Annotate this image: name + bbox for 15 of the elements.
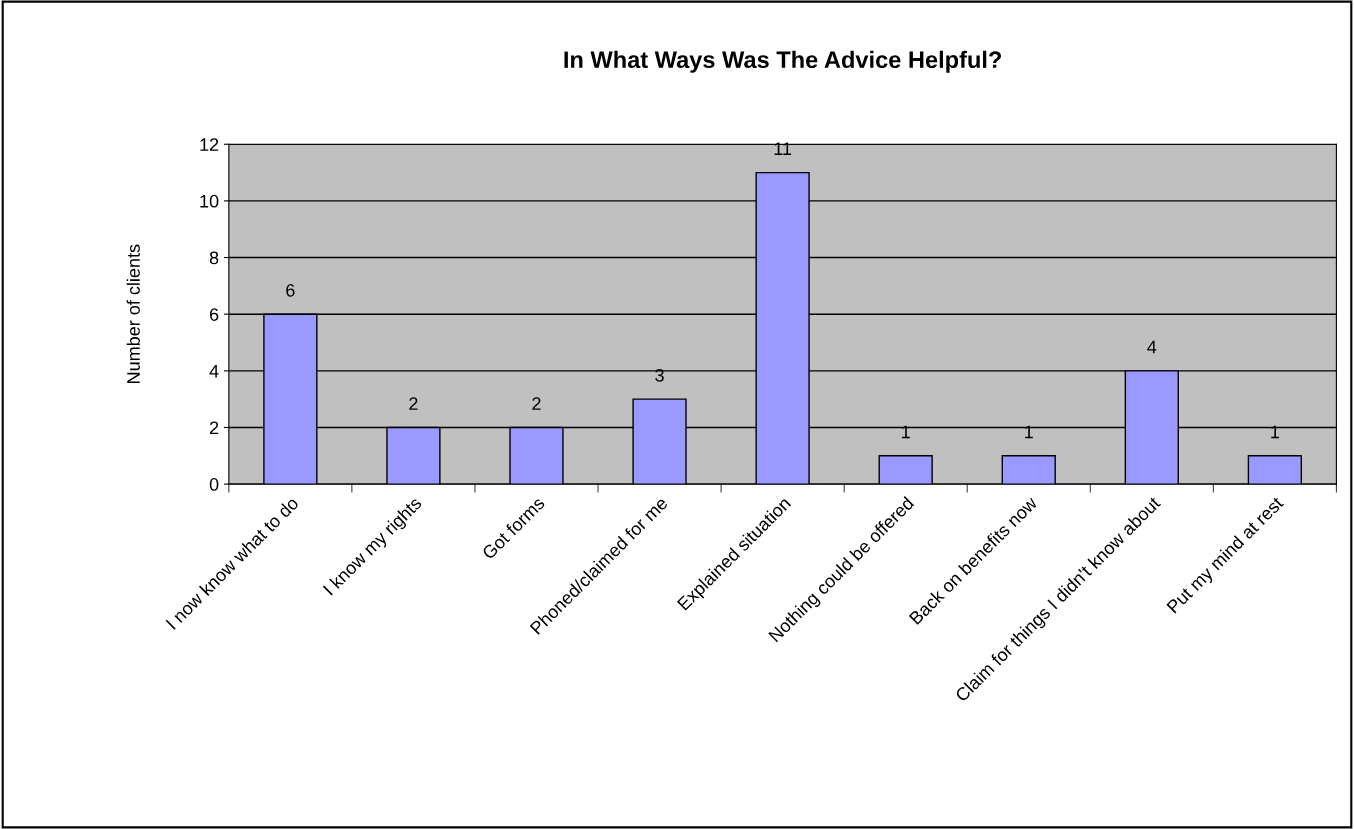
y-tick-label: 0 xyxy=(209,478,219,491)
y-tick-label: 12 xyxy=(200,138,219,151)
y-tick-label: 2 xyxy=(209,421,219,435)
chart-title: In What Ways Was The Advice Helpful? xyxy=(564,50,1001,73)
y-tick-label: 8 xyxy=(209,251,219,265)
y-tick-label: 4 xyxy=(209,364,219,378)
data-label: 2 xyxy=(409,397,418,410)
data-label: 2 xyxy=(532,397,541,410)
data-label: 4 xyxy=(1147,340,1157,354)
y-tick-label: 6 xyxy=(209,308,219,321)
data-label: 11 xyxy=(774,142,792,155)
data-label: 6 xyxy=(286,283,295,297)
y-axis-title: Number of clients xyxy=(126,244,140,383)
y-tick-label: 10 xyxy=(200,194,219,208)
data-label: 3 xyxy=(655,368,664,382)
